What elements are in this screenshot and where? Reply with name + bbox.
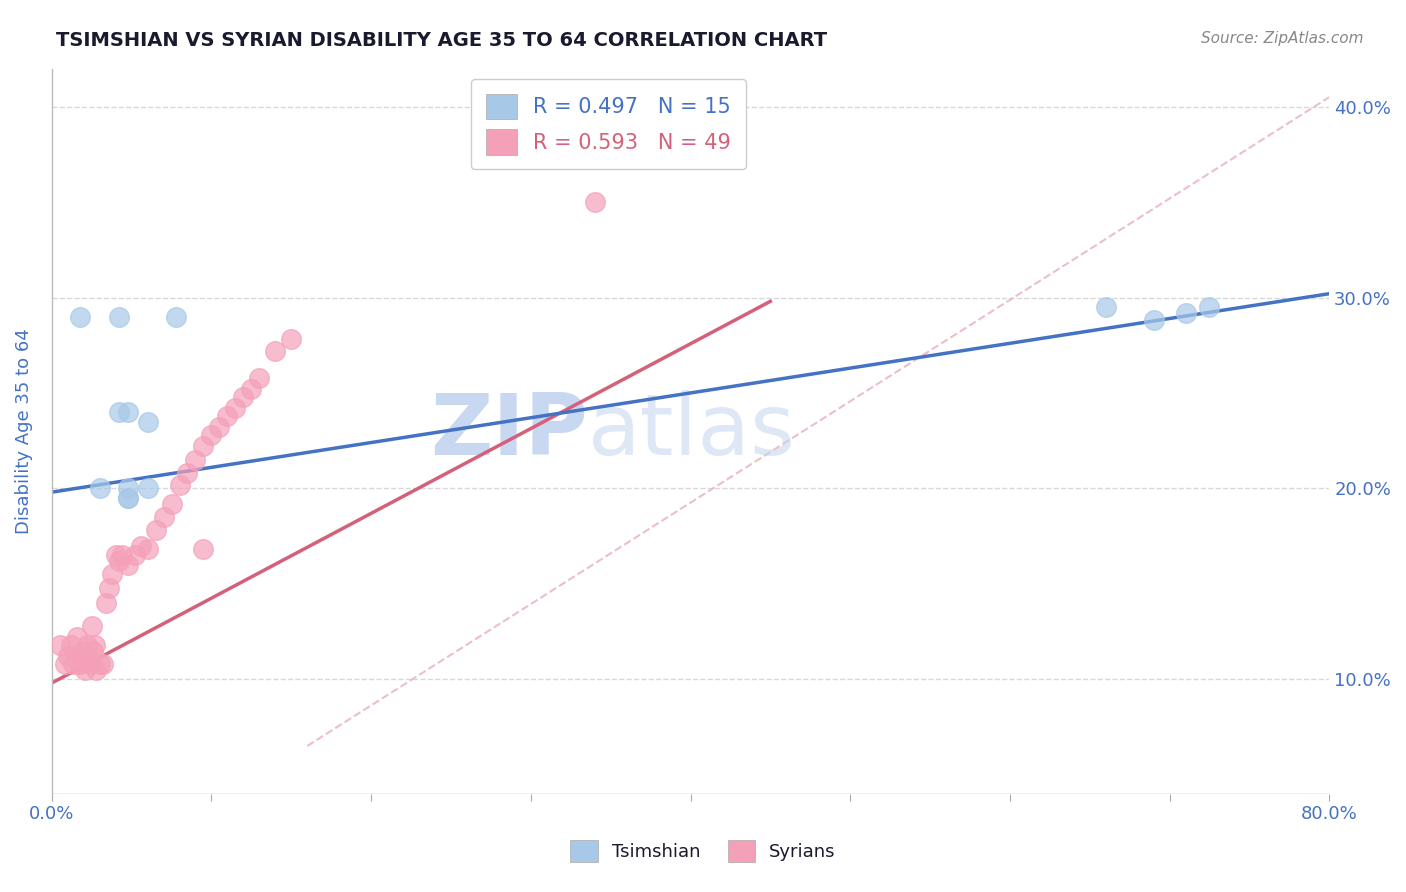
Point: [67, 657, 90, 671]
Point: [82, 643, 104, 657]
Point: [62, 657, 84, 671]
Point: [80, 619, 103, 633]
Point: [240, 382, 263, 396]
Point: [117, 491, 139, 505]
Point: [75, 663, 97, 677]
Point: [94, 596, 117, 610]
Point: [136, 415, 159, 429]
Point: [176, 466, 198, 480]
Point: [193, 439, 215, 453]
Point: [101, 567, 124, 582]
Point: [184, 452, 207, 467]
Point: [98, 581, 121, 595]
Legend: R = 0.497   N = 15, R = 0.593   N = 49: R = 0.497 N = 15, R = 0.593 N = 49: [471, 78, 747, 169]
Point: [232, 390, 254, 404]
Point: [117, 405, 139, 419]
Point: [152, 510, 174, 524]
Text: atlas: atlas: [588, 390, 796, 473]
Point: [69, 657, 91, 671]
Point: [1094, 300, 1116, 314]
Point: [79, 657, 101, 671]
Point: [217, 409, 239, 423]
Point: [193, 542, 215, 557]
Point: [1174, 306, 1197, 320]
Point: [59, 638, 82, 652]
Point: [77, 649, 100, 664]
Point: [200, 428, 222, 442]
Point: [165, 310, 187, 324]
Point: [145, 524, 167, 538]
Point: [73, 643, 96, 657]
Point: [65, 649, 87, 664]
Point: [48, 638, 70, 652]
Y-axis label: Disability Age 35 to 64: Disability Age 35 to 64: [15, 328, 32, 534]
Point: [169, 477, 191, 491]
Text: Source: ZipAtlas.com: Source: ZipAtlas.com: [1201, 31, 1364, 46]
Point: [264, 343, 287, 358]
Point: [117, 481, 139, 495]
Point: [117, 558, 139, 572]
Text: ZIP: ZIP: [430, 390, 588, 473]
Point: [208, 420, 231, 434]
Point: [136, 481, 159, 495]
Point: [108, 310, 131, 324]
Point: [111, 548, 134, 562]
Point: [117, 491, 139, 505]
Point: [280, 333, 302, 347]
Point: [66, 630, 89, 644]
Point: [583, 195, 606, 210]
Legend: Tsimshian, Syrians: Tsimshian, Syrians: [564, 833, 842, 870]
Point: [86, 663, 108, 677]
Point: [76, 638, 98, 652]
Point: [247, 370, 270, 384]
Point: [69, 310, 91, 324]
Point: [53, 657, 76, 671]
Point: [129, 539, 152, 553]
Point: [136, 542, 159, 557]
Point: [91, 657, 114, 671]
Point: [1198, 300, 1220, 314]
Text: TSIMSHIAN VS SYRIAN DISABILITY AGE 35 TO 64 CORRELATION CHART: TSIMSHIAN VS SYRIAN DISABILITY AGE 35 TO…: [56, 31, 827, 50]
Point: [70, 649, 93, 664]
Point: [160, 497, 183, 511]
Point: [108, 405, 131, 419]
Point: [89, 657, 111, 671]
Point: [124, 548, 146, 562]
Point: [224, 401, 246, 416]
Point: [89, 481, 111, 495]
Point: [83, 638, 105, 652]
Point: [104, 548, 127, 562]
Point: [108, 554, 131, 568]
Point: [56, 649, 79, 664]
Point: [1142, 313, 1164, 327]
